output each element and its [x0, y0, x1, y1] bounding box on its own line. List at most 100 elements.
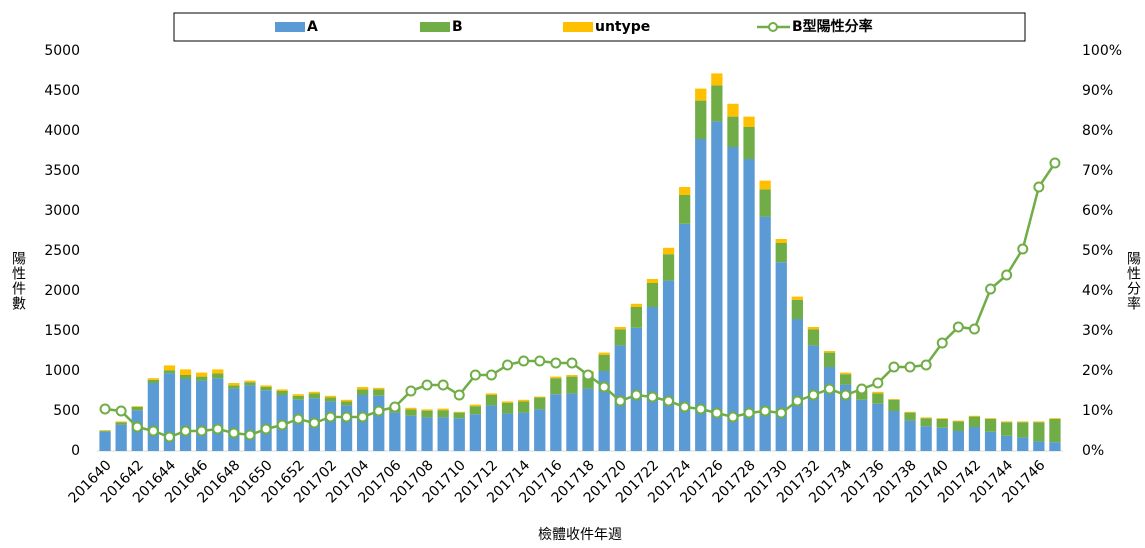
bar-segment: [534, 397, 545, 398]
y2-tick-label: 0%: [1082, 443, 1104, 459]
bar-segment: [518, 400, 529, 402]
x-axis-title: 檢體收件年週: [538, 526, 622, 543]
bar-segment: [711, 85, 722, 121]
y-tick-label: 4000: [44, 123, 80, 139]
y-tick-label: 0: [71, 443, 80, 459]
bar-segment: [1017, 421, 1028, 422]
line-marker: [584, 371, 593, 380]
line-marker: [326, 413, 335, 422]
bar-segment: [760, 181, 771, 190]
bar-segment: [228, 385, 239, 388]
line-marker: [358, 413, 367, 422]
bar-segment: [212, 373, 223, 378]
line-marker: [535, 357, 544, 366]
bar-segment: [325, 401, 336, 451]
bar-segment: [421, 409, 432, 410]
bar-segment: [663, 254, 674, 280]
y2-tick-label: 10%: [1082, 403, 1113, 419]
line-marker: [986, 285, 995, 294]
bar-segment: [727, 104, 738, 117]
bar-segment: [405, 416, 416, 451]
bar-segment: [824, 351, 835, 353]
bar-segment: [518, 401, 529, 412]
bar-segment: [148, 380, 159, 383]
bar-segment: [1001, 436, 1012, 451]
y2-tick-label: 20%: [1082, 363, 1113, 379]
bar-segment: [840, 373, 851, 375]
legend-swatch: [275, 22, 305, 32]
line-marker: [149, 427, 158, 436]
bar-segment: [148, 383, 159, 451]
bar-segment: [438, 410, 449, 417]
line-marker: [906, 363, 915, 372]
bar-segment: [550, 377, 561, 379]
bar-segment: [792, 319, 803, 451]
bar-segment: [953, 431, 964, 451]
bar-segment: [470, 405, 481, 407]
bar-segment: [663, 248, 674, 254]
bar-segment: [244, 381, 255, 383]
line-marker: [551, 359, 560, 368]
bar-segment: [760, 189, 771, 216]
y2-axis-title: 陽性分率: [1125, 251, 1141, 311]
bar-segment: [904, 413, 915, 421]
y2-tick-label: 80%: [1082, 123, 1113, 139]
bar-segment: [985, 419, 996, 432]
legend-label: B型陽性分率: [792, 18, 873, 35]
y-tick-label: 500: [53, 403, 80, 419]
line-marker: [616, 397, 625, 406]
bar-segment: [1017, 437, 1028, 451]
bar-segment: [711, 121, 722, 451]
bar-segment: [631, 304, 642, 307]
bar-segment: [454, 413, 465, 419]
bar-segment: [389, 413, 400, 451]
bar-segment: [116, 421, 127, 422]
bar-segment: [132, 407, 143, 410]
bar-segment: [808, 329, 819, 345]
line-marker: [970, 325, 979, 334]
line-marker: [455, 391, 464, 400]
bar-segment: [840, 374, 851, 384]
bar-segment: [212, 378, 223, 451]
line-marker: [310, 419, 319, 428]
line-marker: [101, 405, 110, 414]
bar-segment: [921, 418, 932, 426]
legend-swatch: [420, 22, 450, 32]
line-marker: [439, 381, 448, 390]
bar-segment: [566, 393, 577, 451]
line-marker: [133, 423, 142, 432]
bar-segment: [647, 279, 658, 283]
legend-swatch: [563, 22, 593, 32]
bar-segment: [969, 417, 980, 427]
bar-segment: [180, 375, 191, 379]
bar-segment: [792, 300, 803, 319]
bar-segment: [566, 375, 577, 377]
line-marker: [777, 409, 786, 418]
line-marker: [793, 397, 802, 406]
bar-segment: [1049, 442, 1060, 451]
bar-segment: [711, 73, 722, 85]
bar-segment: [486, 393, 497, 395]
y-axis-title: 陽性件數: [10, 251, 26, 311]
line-marker: [825, 385, 834, 394]
y-tick-label: 3000: [44, 203, 80, 219]
bar-segment: [454, 412, 465, 413]
bar-segment: [550, 394, 561, 451]
bar-segment: [824, 353, 835, 367]
bar-segment: [373, 396, 384, 451]
bar-segment: [872, 404, 883, 451]
bar-segment: [856, 400, 867, 451]
bar-segment: [116, 422, 127, 424]
bar-segment: [470, 414, 481, 451]
bar-segment: [454, 418, 465, 451]
line-marker: [1018, 245, 1027, 254]
line-marker: [648, 393, 657, 402]
line-marker: [374, 407, 383, 416]
line-marker: [922, 361, 931, 370]
bar-segment: [1033, 421, 1044, 422]
line-marker: [938, 339, 947, 348]
bar-segment: [244, 382, 255, 385]
bar-segment: [808, 327, 819, 329]
bar-segment: [969, 427, 980, 451]
bar-segment: [1001, 421, 1012, 422]
